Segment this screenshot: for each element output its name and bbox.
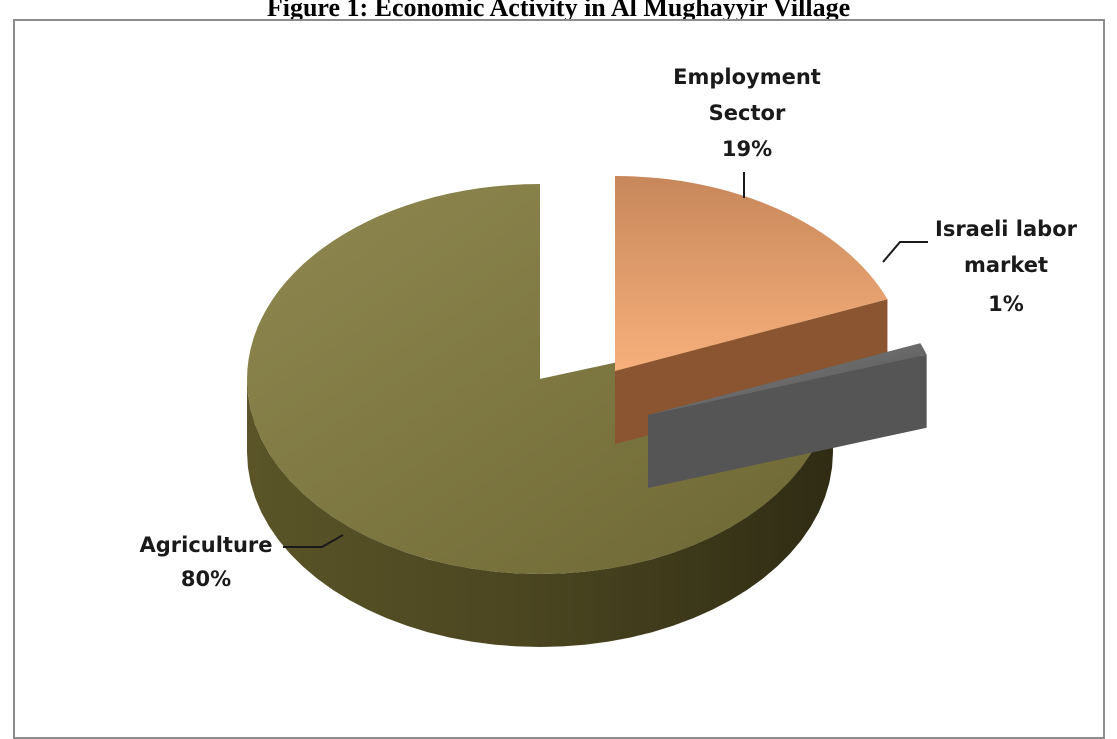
slice-label-employment-sector: Employment Sector 19%	[673, 65, 821, 198]
slice-top	[648, 343, 927, 415]
leader-line	[882, 241, 928, 263]
pie-chart: Employment Sector 19% Israeli labor market 1%…	[139, 65, 1078, 647]
data-label-value: 19%	[722, 137, 772, 161]
data-label-name: market	[964, 253, 1048, 277]
data-label-name: Employment	[673, 65, 821, 89]
data-label-value: 1%	[988, 292, 1024, 316]
pie-slice-israeli-labor-market	[648, 343, 927, 488]
data-label-value: 80%	[181, 567, 231, 591]
chart-title: Figure 1: Economic Activity in Al Mughay…	[266, 0, 851, 22]
data-label-name: Agriculture	[139, 533, 272, 557]
slice-side	[247, 379, 833, 647]
data-label-name: Israeli labor	[935, 217, 1078, 241]
data-label-name: Sector	[709, 101, 786, 125]
slice-label-israeli-labor-market: Israeli labor market 1%	[882, 217, 1078, 316]
slice-top	[615, 176, 888, 371]
slice-label-agriculture: Agriculture 80%	[139, 533, 344, 591]
slice-face	[648, 354, 927, 488]
leader-line	[283, 534, 344, 548]
